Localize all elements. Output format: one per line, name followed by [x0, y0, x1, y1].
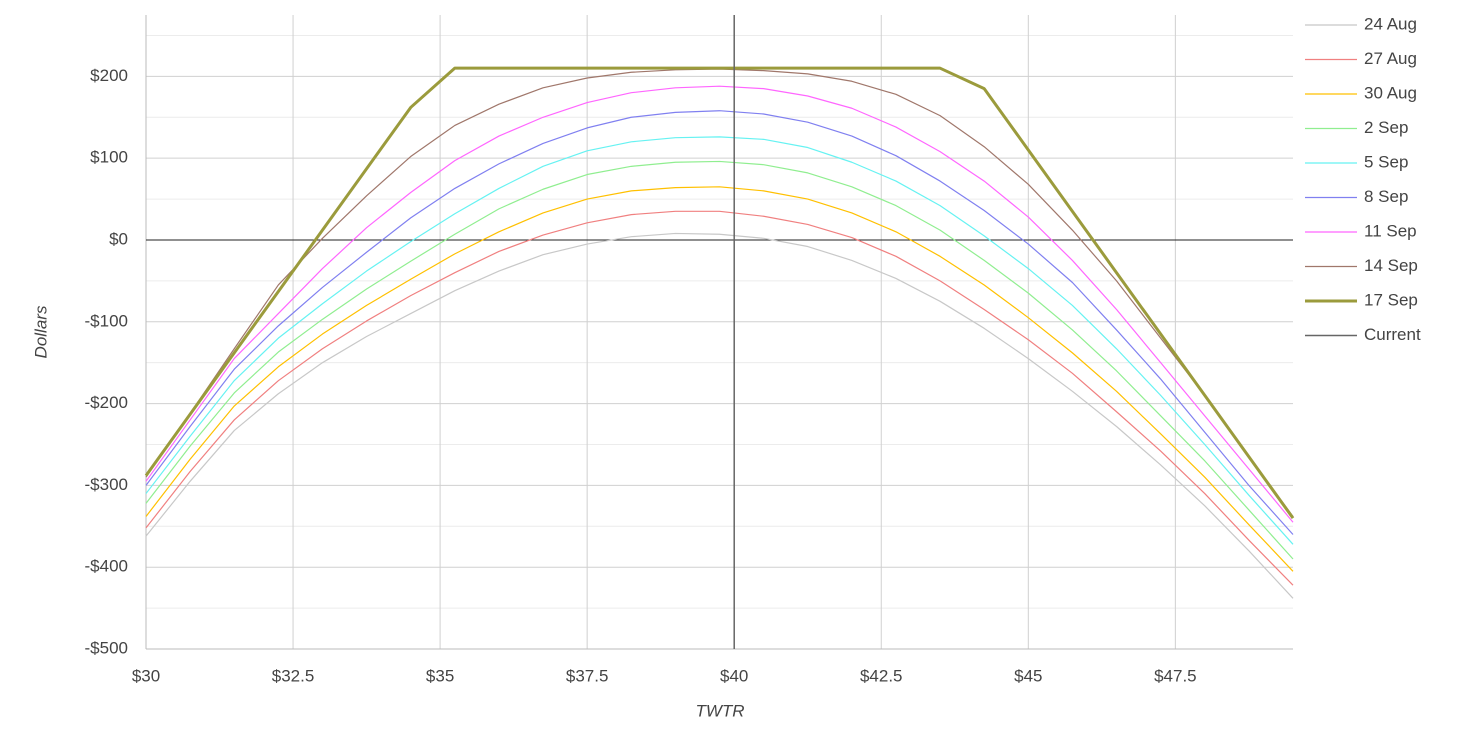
legend-label: 14 Sep — [1364, 256, 1418, 275]
y-tick-label: $0 — [109, 229, 128, 248]
series-line — [145, 136, 1294, 545]
legend-label: 11 Sep — [1364, 221, 1417, 240]
legend-label: 2 Sep — [1364, 118, 1408, 137]
series-line — [145, 232, 1294, 599]
legend-label: 27 Aug — [1364, 49, 1417, 68]
legend-label: 5 Sep — [1364, 152, 1408, 171]
x-tick-label: $42.5 — [860, 666, 903, 685]
y-tick-label: -$500 — [85, 638, 128, 657]
series-line — [144, 66, 1295, 519]
x-tick-label: $47.5 — [1154, 666, 1197, 685]
legend-label: 8 Sep — [1364, 187, 1408, 206]
series-line — [145, 186, 1294, 572]
y-tick-label: -$200 — [85, 393, 128, 412]
series-line — [145, 110, 1294, 535]
x-tick-label: $32.5 — [272, 666, 315, 685]
x-tick-label: $40 — [720, 666, 748, 685]
series-line — [145, 68, 1294, 517]
y-tick-label: $200 — [90, 66, 128, 85]
x-tick-label: $37.5 — [566, 666, 609, 685]
legend-label: Current — [1364, 325, 1421, 344]
x-tick-label: $30 — [132, 666, 160, 685]
y-tick-label: -$300 — [85, 475, 128, 494]
series-line — [145, 160, 1294, 560]
legend-label: 30 Aug — [1364, 83, 1417, 102]
y-tick-label: -$400 — [85, 557, 128, 576]
x-tick-label: $45 — [1014, 666, 1042, 685]
legend-label: 24 Aug — [1364, 14, 1417, 33]
y-tick-label: $100 — [90, 148, 128, 167]
series-line — [145, 85, 1294, 523]
x-tick-label: $35 — [426, 666, 454, 685]
y-axis-label: Dollars — [31, 305, 50, 358]
series-line — [145, 210, 1294, 586]
legend-label: 17 Sep — [1364, 290, 1418, 309]
x-axis-label: TWTR — [695, 701, 744, 720]
y-tick-label: -$100 — [85, 311, 128, 330]
